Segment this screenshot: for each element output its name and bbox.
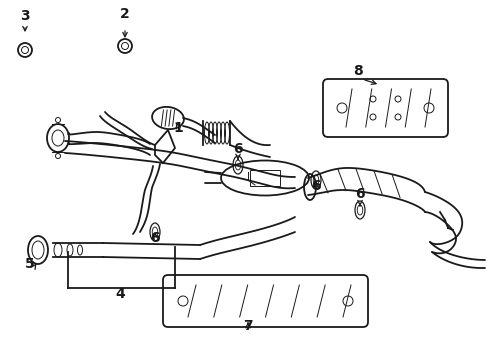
Text: 3: 3 — [20, 9, 30, 23]
Text: 2: 2 — [120, 7, 130, 21]
Text: 7: 7 — [243, 319, 252, 333]
Text: 6: 6 — [233, 142, 243, 156]
Text: 4: 4 — [115, 287, 124, 301]
Text: 1: 1 — [173, 121, 183, 135]
Text: 6: 6 — [354, 187, 364, 201]
Text: 5: 5 — [25, 257, 35, 271]
Text: 6: 6 — [310, 179, 320, 193]
Text: 8: 8 — [352, 64, 362, 78]
Text: 6: 6 — [150, 231, 160, 245]
